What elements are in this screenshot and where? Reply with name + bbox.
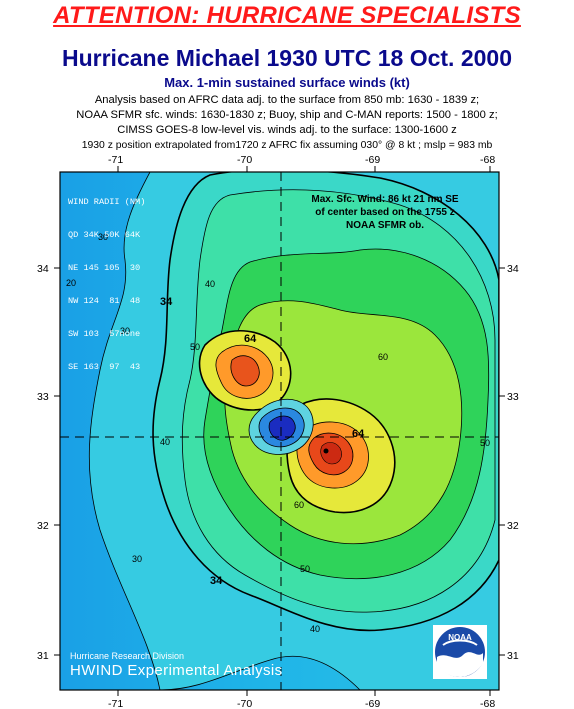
- lat-tick-labels-right: 34 33 32 31: [507, 263, 519, 662]
- lon-tick-label: -68: [480, 154, 495, 166]
- attention-banner: ATTENTION: HURRICANE SPECIALISTS: [53, 2, 521, 29]
- contour-label: 40: [160, 437, 170, 447]
- se-wind-max-core: [320, 442, 342, 465]
- noaa-logo-arc: [442, 639, 478, 646]
- noaa-logo-wave: [437, 652, 483, 677]
- wind-radii-row-sw: SW 103 57none: [68, 329, 141, 339]
- contour-label: 30: [132, 554, 142, 564]
- noaa-logo: NOAA: [433, 625, 487, 679]
- max-wind-line-3: NOAA SFMR ob.: [346, 220, 424, 231]
- wind-contours: [60, 172, 499, 690]
- contour-label: 20: [66, 278, 76, 288]
- lat-tick-label: 32: [507, 520, 519, 532]
- product-label: HWIND Experimental Analysis: [70, 662, 283, 679]
- wind-radii-row-se: SE 163 97 43: [68, 362, 141, 372]
- contour-label: 60: [294, 500, 304, 510]
- lon-tick-label: -69: [365, 698, 380, 709]
- lon-tick-label: -71: [108, 698, 123, 709]
- lon-tick-label: -68: [480, 698, 495, 709]
- subtitle: Max. 1-min sustained surface winds (kt): [164, 75, 410, 90]
- contour-label: 34: [160, 296, 173, 308]
- lon-tick-label: -69: [365, 154, 380, 166]
- wind-radii-columns: QD 34K 50K 64K: [68, 230, 141, 240]
- max-wind-annotation: Max. Sfc. Wind: 86 kt 21 nm SE of center…: [290, 193, 480, 232]
- wind-radii-row-nw: NW 124 81 48: [68, 296, 141, 306]
- contour-label: 60: [378, 352, 388, 362]
- lat-tick-label: 32: [37, 520, 49, 532]
- max-wind-line-2: of center based on the 1755 z: [315, 207, 455, 218]
- contour-labels: 30 30 30 34 34 40 40 40 50 50 50 60 60 6…: [66, 232, 490, 634]
- page-title: Hurricane Michael 1930 UTC 18 Oct. 2000: [62, 45, 512, 71]
- contour-label: 40: [205, 279, 215, 289]
- wind-radii-table: WIND RADII (NM) QD 34K 50K 64K NE 145 10…: [68, 175, 145, 384]
- max-wind-marker: [323, 448, 329, 454]
- lon-tick-label: -70: [237, 154, 252, 166]
- noaa-logo-text: NOAA: [448, 633, 472, 642]
- contour-label: 40: [310, 624, 320, 634]
- max-wind-line-1: Max. Sfc. Wind: 86 kt 21 nm SE: [311, 194, 459, 205]
- lat-tick-label: 31: [37, 650, 49, 662]
- lat-tick-label: 31: [507, 650, 519, 662]
- lon-tick-label: -70: [237, 698, 252, 709]
- analysis-note-1: Analysis based on AFRC data adj. to the …: [94, 94, 480, 106]
- lat-tick-label: 34: [507, 263, 519, 275]
- lat-tick-label: 33: [37, 391, 49, 403]
- contour-label: 50: [190, 342, 200, 352]
- contour-label: 64: [244, 333, 257, 345]
- analysis-note-3: CIMSS GOES-8 low-level vis. winds adj. t…: [117, 124, 457, 136]
- lon-tick-labels-top: -71 -70 -69 -68: [108, 154, 495, 166]
- contour-label: 30: [120, 326, 130, 336]
- lon-tick-labels-bottom: -71 -70 -69 -68: [108, 698, 495, 709]
- lon-tick-label: -71: [108, 154, 123, 166]
- map-frame: [59, 171, 500, 691]
- wind-radii-row-ne: NE 145 105 30: [68, 263, 141, 273]
- lat-tick-label: 34: [37, 263, 49, 275]
- analysis-note-2: NOAA SFMR sfc. winds: 1630-1830 z; Buoy,…: [76, 109, 498, 121]
- lat-tick-label: 33: [507, 391, 519, 403]
- credit-text: Hurricane Research Division: [70, 651, 185, 661]
- contour-label: 34: [210, 575, 223, 587]
- axis-ticks: [54, 166, 505, 696]
- eye-core: [268, 415, 296, 441]
- contour-label: 50: [300, 564, 310, 574]
- lat-tick-labels-left: 34 33 32 31: [37, 263, 49, 662]
- contour-label: 30: [98, 232, 108, 242]
- analysis-note-4: 1930 z position extrapolated from1720 z …: [81, 140, 493, 151]
- wind-radii-header: WIND RADII (NM): [68, 197, 146, 207]
- contour-label: 64: [352, 428, 365, 440]
- contour-label: 50: [480, 438, 490, 448]
- nw-wind-max-red: [230, 355, 260, 387]
